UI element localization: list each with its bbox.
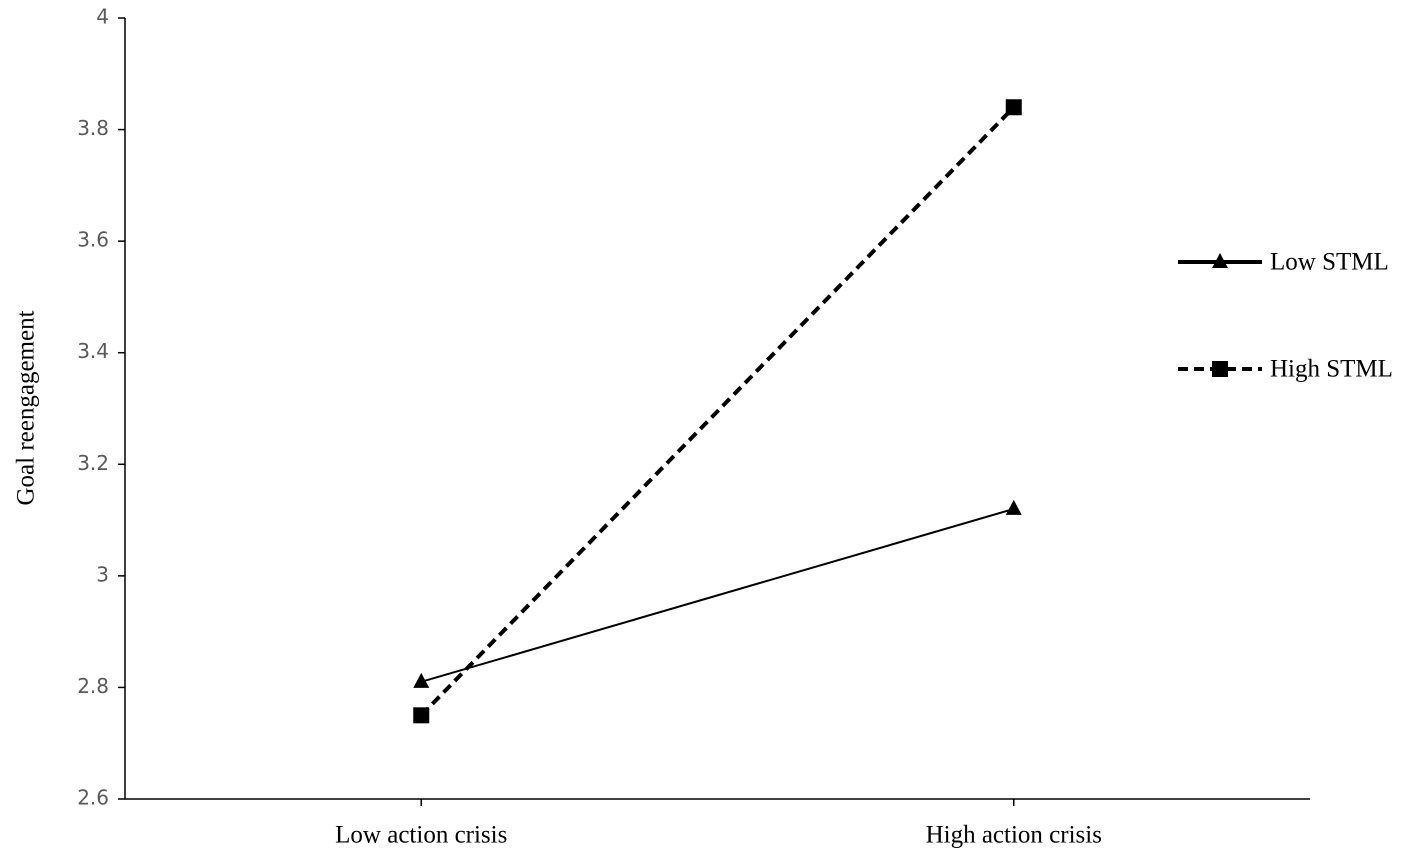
legend-label: Low STML bbox=[1270, 249, 1389, 276]
y-tick-label: 3.6 bbox=[77, 228, 109, 252]
marker bbox=[1212, 253, 1228, 268]
marker bbox=[1005, 99, 1022, 116]
y-tick-label: 3.2 bbox=[77, 451, 109, 475]
marker bbox=[413, 707, 430, 724]
x-tick-label: Low action crisis bbox=[335, 822, 507, 849]
series-line bbox=[419, 105, 1016, 717]
y-tick-label: 3.8 bbox=[77, 116, 109, 140]
legend-label: High STML bbox=[1270, 356, 1393, 383]
y-tick-label: 3 bbox=[96, 562, 109, 586]
y-tick-label: 2.6 bbox=[77, 786, 109, 810]
y-tick-label: 2.8 bbox=[77, 674, 109, 698]
marker bbox=[1212, 361, 1228, 377]
series-line bbox=[420, 507, 1015, 683]
marker bbox=[413, 672, 430, 688]
marker bbox=[1005, 499, 1022, 515]
x-tick-label: High action crisis bbox=[926, 822, 1102, 849]
y-tick-label: 3.4 bbox=[77, 339, 109, 363]
y-axis-title: Goal reengagement bbox=[13, 310, 40, 505]
y-tick-label: 4 bbox=[96, 5, 109, 29]
